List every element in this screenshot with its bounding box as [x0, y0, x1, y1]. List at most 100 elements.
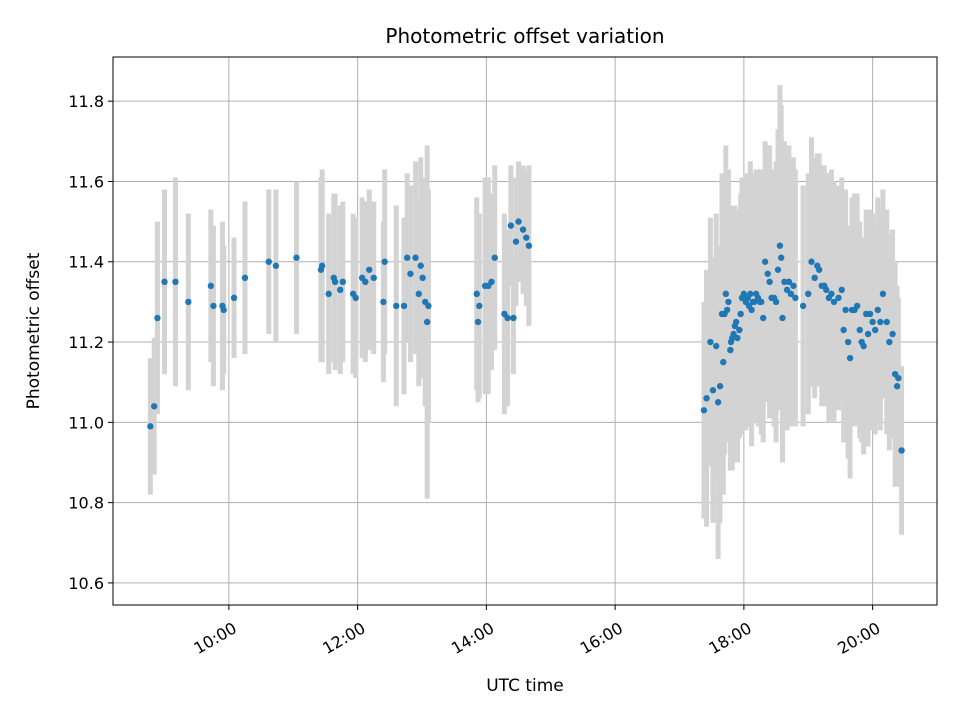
- data-point: [272, 262, 280, 269]
- y-tick-label: 11.0: [68, 413, 104, 432]
- data-point: [869, 318, 876, 326]
- data-point: [844, 338, 852, 346]
- data-point: [898, 447, 905, 454]
- data-point: [734, 334, 741, 342]
- data-point: [811, 274, 818, 282]
- y-tick-label: 11.8: [68, 92, 104, 111]
- data-point: [740, 290, 748, 298]
- y-axis-title: Photometric offset: [24, 252, 44, 409]
- data-point: [210, 302, 217, 310]
- data-point: [366, 266, 373, 273]
- data-point: [883, 318, 890, 326]
- data-point: [799, 302, 807, 310]
- data-point: [778, 254, 785, 261]
- data-point: [476, 302, 483, 310]
- data-point: [787, 290, 795, 298]
- data-point: [241, 274, 249, 282]
- data-point: [504, 314, 511, 322]
- data-point: [737, 310, 744, 318]
- data-point: [889, 330, 896, 338]
- data-point: [860, 342, 867, 350]
- data-point: [393, 302, 400, 310]
- data-point: [362, 278, 369, 286]
- data-point: [700, 407, 708, 414]
- data-point: [830, 298, 838, 306]
- data-point: [709, 387, 717, 394]
- data-point: [761, 258, 769, 265]
- data-point: [515, 218, 522, 225]
- data-point: [151, 403, 158, 410]
- data-point: [772, 298, 780, 306]
- data-point: [707, 338, 714, 346]
- data-point: [473, 290, 480, 298]
- data-point: [331, 278, 339, 286]
- data-point: [864, 330, 872, 338]
- data-point: [154, 314, 161, 322]
- data-point: [381, 258, 388, 265]
- data-point: [838, 286, 845, 294]
- data-point: [725, 298, 732, 306]
- data-point: [712, 342, 720, 350]
- data-point: [792, 294, 799, 302]
- data-point: [319, 262, 326, 269]
- data-point: [474, 318, 482, 326]
- data-point: [293, 254, 300, 261]
- data-point: [840, 326, 847, 334]
- data-point: [815, 266, 823, 273]
- data-point: [874, 306, 881, 314]
- data-point: [808, 258, 815, 265]
- data-point: [488, 278, 495, 286]
- data-point: [525, 242, 533, 249]
- data-point: [230, 294, 238, 302]
- data-point: [161, 278, 168, 286]
- data-point: [716, 383, 724, 390]
- data-point: [785, 278, 793, 286]
- data-point: [774, 266, 782, 273]
- data-point: [853, 302, 861, 310]
- data-point: [736, 326, 743, 334]
- y-tick-label: 10.6: [68, 574, 104, 593]
- data-point: [265, 258, 272, 265]
- data-point: [879, 290, 887, 298]
- data-point: [339, 278, 347, 286]
- data-point: [842, 306, 849, 314]
- data-point: [185, 298, 192, 306]
- data-point: [523, 234, 530, 241]
- data-point: [727, 346, 734, 354]
- data-point: [895, 374, 902, 382]
- data-point: [856, 326, 863, 334]
- data-point: [759, 314, 767, 322]
- y-tick-label: 10.8: [68, 494, 104, 513]
- data-point: [872, 326, 879, 334]
- data-point: [723, 306, 731, 314]
- data-point: [732, 318, 740, 326]
- chart-title: Photometric offset variation: [385, 24, 664, 48]
- data-point: [730, 330, 737, 338]
- data-point: [893, 383, 901, 390]
- data-points: [147, 218, 905, 454]
- data-point: [423, 318, 431, 326]
- data-point: [400, 302, 408, 310]
- y-tick-label: 11.4: [68, 253, 104, 272]
- data-point: [764, 270, 771, 277]
- data-point: [491, 254, 498, 261]
- y-axis: 10.6 10.8 11.0 11.2 11.4 11.6 11.8: [68, 92, 113, 593]
- data-point: [352, 294, 359, 302]
- data-point: [722, 290, 730, 298]
- data-point: [750, 298, 758, 306]
- data-point: [790, 282, 797, 290]
- data-point: [419, 274, 426, 282]
- data-point: [510, 314, 517, 322]
- data-point: [417, 262, 424, 269]
- y-tick-label: 11.2: [68, 333, 104, 352]
- data-point: [412, 254, 419, 261]
- data-point: [370, 274, 377, 282]
- data-point: [781, 278, 788, 286]
- data-point: [220, 306, 227, 314]
- data-point: [325, 290, 332, 298]
- data-point: [703, 395, 710, 402]
- plot-frame: [112, 56, 938, 606]
- data-point: [846, 354, 854, 362]
- y-tick-label: 11.6: [68, 172, 104, 191]
